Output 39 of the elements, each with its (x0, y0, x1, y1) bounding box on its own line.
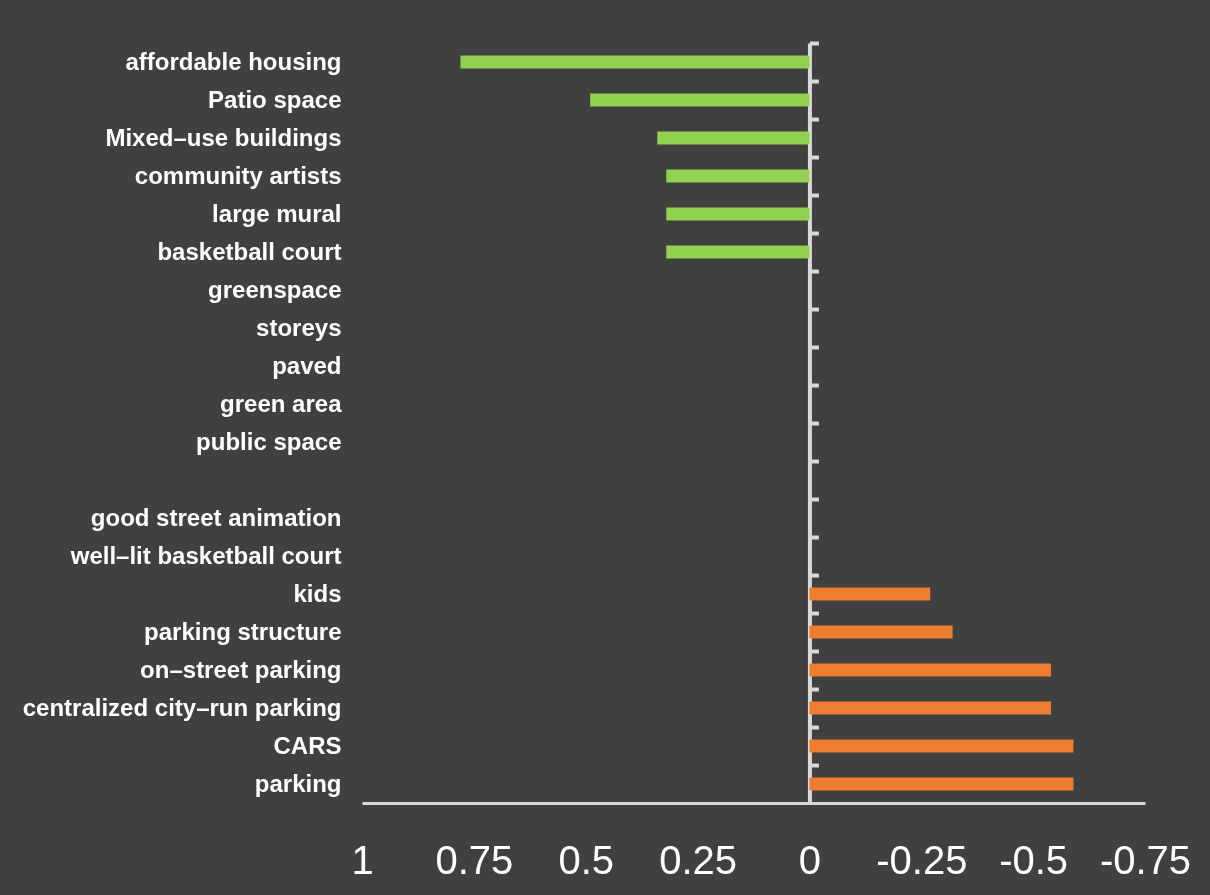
y-tick-label: good street animation (90, 503, 342, 531)
y-tick-label: parking (254, 769, 342, 797)
y-tick-label: well–lit basketball court (69, 541, 342, 569)
bar (666, 245, 810, 259)
x-tick-label: -0.25 (876, 837, 968, 882)
y-tick-label: kids (293, 579, 342, 607)
y-tick-label: Patio space (208, 85, 342, 113)
x-tick-label: 0 (798, 837, 822, 882)
bar (809, 701, 1052, 715)
bar (590, 93, 810, 107)
y-tick-label: public space (196, 427, 342, 455)
y-tick-label: CARS (273, 731, 342, 759)
x-tick-label: 0.25 (659, 837, 737, 882)
bar (657, 131, 810, 145)
y-tick-label: green area (220, 389, 343, 417)
y-tick-label: on–street parking (140, 655, 342, 683)
y-tick-label: community artists (134, 161, 342, 189)
y-tick-label: storeys (256, 313, 342, 341)
y-tick-label: greenspace (208, 275, 342, 303)
y-tick-label: affordable housing (125, 47, 342, 75)
bar (809, 587, 931, 601)
x-tick-label: -0.5 (999, 837, 1069, 882)
x-tick-label: -0.75 (1099, 837, 1192, 882)
bar (809, 663, 1052, 677)
bar (460, 55, 810, 69)
y-tick-label: paved (272, 351, 342, 379)
bar (666, 207, 810, 221)
y-tick-label: basketball court (157, 237, 342, 265)
bar (809, 739, 1074, 753)
x-tick-label: 1 (351, 837, 374, 882)
x-tick-label: 0.75 (435, 837, 514, 882)
y-tick-label: centralized city–run parking (22, 693, 342, 721)
bar (809, 625, 953, 639)
y-tick-label: large mural (212, 199, 342, 227)
bar (666, 169, 810, 183)
y-tick-label: Mixed–use buildings (105, 123, 342, 151)
y-tick-label: parking structure (144, 617, 342, 645)
x-tick-label: 0.5 (558, 837, 615, 882)
bar (809, 777, 1074, 791)
